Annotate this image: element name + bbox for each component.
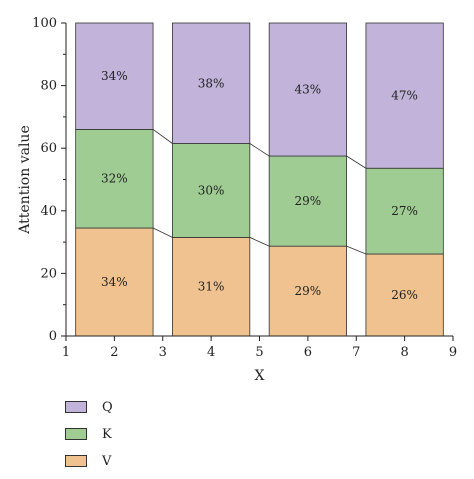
y-tick-label: 40 [40, 204, 57, 219]
legend-item-q: Q [65, 398, 113, 416]
legend-item-k: K [65, 425, 113, 443]
legend-swatch-v [65, 455, 87, 467]
data-label-q-8: 47% [391, 89, 418, 103]
x-tick-label: 3 [159, 345, 167, 360]
legend-item-v: V [65, 452, 113, 470]
x-tick-label: 6 [304, 345, 312, 360]
y-tick-label: 20 [40, 266, 57, 281]
x-tick-label: 4 [207, 345, 215, 360]
data-label-k-4: 30% [198, 183, 225, 197]
x-tick-label: 5 [255, 345, 263, 360]
y-tick-label: 100 [32, 16, 57, 31]
bar-segment-q-8 [365, 22, 444, 169]
connector-line [346, 155, 367, 169]
y-tick-label: 80 [40, 79, 57, 94]
x-tick-label: 1 [62, 345, 70, 360]
x-tick-label: 2 [110, 345, 118, 360]
segment-labels: 34% 32% 34% 31% 30% 38% 29% 29% 43% 26% 27% 47% [101, 69, 418, 302]
legend-swatch-k [65, 428, 87, 440]
connector-line [152, 227, 173, 238]
data-label-v-4: 31% [198, 280, 225, 294]
bar-segment-k-2 [75, 129, 154, 229]
legend: Q K V [65, 398, 113, 479]
legend-swatch-q [65, 401, 87, 413]
y-axis-title: Attention value [17, 125, 33, 234]
connector-line [249, 143, 270, 157]
legend-label-v: V [102, 453, 112, 469]
data-label-k-8: 27% [391, 204, 418, 218]
data-label-v-6: 29% [295, 284, 322, 298]
data-label-q-6: 43% [295, 83, 322, 97]
connector-lines [152, 129, 367, 255]
bar-segment-q-6 [268, 22, 347, 157]
connector-line [249, 237, 270, 247]
bar-segment-v-4 [172, 237, 251, 337]
bar-segment-k-4 [172, 143, 251, 238]
x-tick-label: 8 [400, 345, 408, 360]
data-label-v-2: 34% [101, 275, 128, 289]
y-tick-label: 0 [49, 329, 57, 344]
connector-line [346, 245, 367, 255]
bar-segment-q-4 [172, 22, 251, 144]
connector-line [152, 129, 173, 144]
legend-label-q: Q [102, 399, 113, 415]
stacked-bar-chart: 34% 32% 34% 31% 30% 38% 29% 29% 43% 26% 27% 47% 0 20… [17, 16, 457, 384]
axes-layer: 0 20 40 60 80 100 1 2 3 4 5 6 7 8 9 X Attention value [17, 16, 457, 384]
data-label-k-2: 32% [101, 172, 128, 186]
data-label-q-2: 34% [101, 69, 128, 83]
x-tick-label: 7 [352, 345, 360, 360]
bar-segment-v-8 [365, 253, 444, 337]
data-label-v-8: 26% [391, 288, 418, 302]
bar-segment-k-6 [268, 155, 347, 247]
legend-label-k: K [102, 426, 112, 442]
data-label-q-4: 38% [198, 76, 225, 90]
x-axis-title: X [255, 368, 265, 384]
bar-segment-v-2 [75, 227, 154, 337]
bar-segment-q-2 [75, 22, 154, 130]
data-label-k-6: 29% [295, 194, 322, 208]
bars-layer [75, 22, 444, 337]
x-tick-label: 9 [449, 345, 457, 360]
y-tick-label: 60 [40, 141, 57, 156]
bar-segment-k-8 [365, 167, 444, 255]
